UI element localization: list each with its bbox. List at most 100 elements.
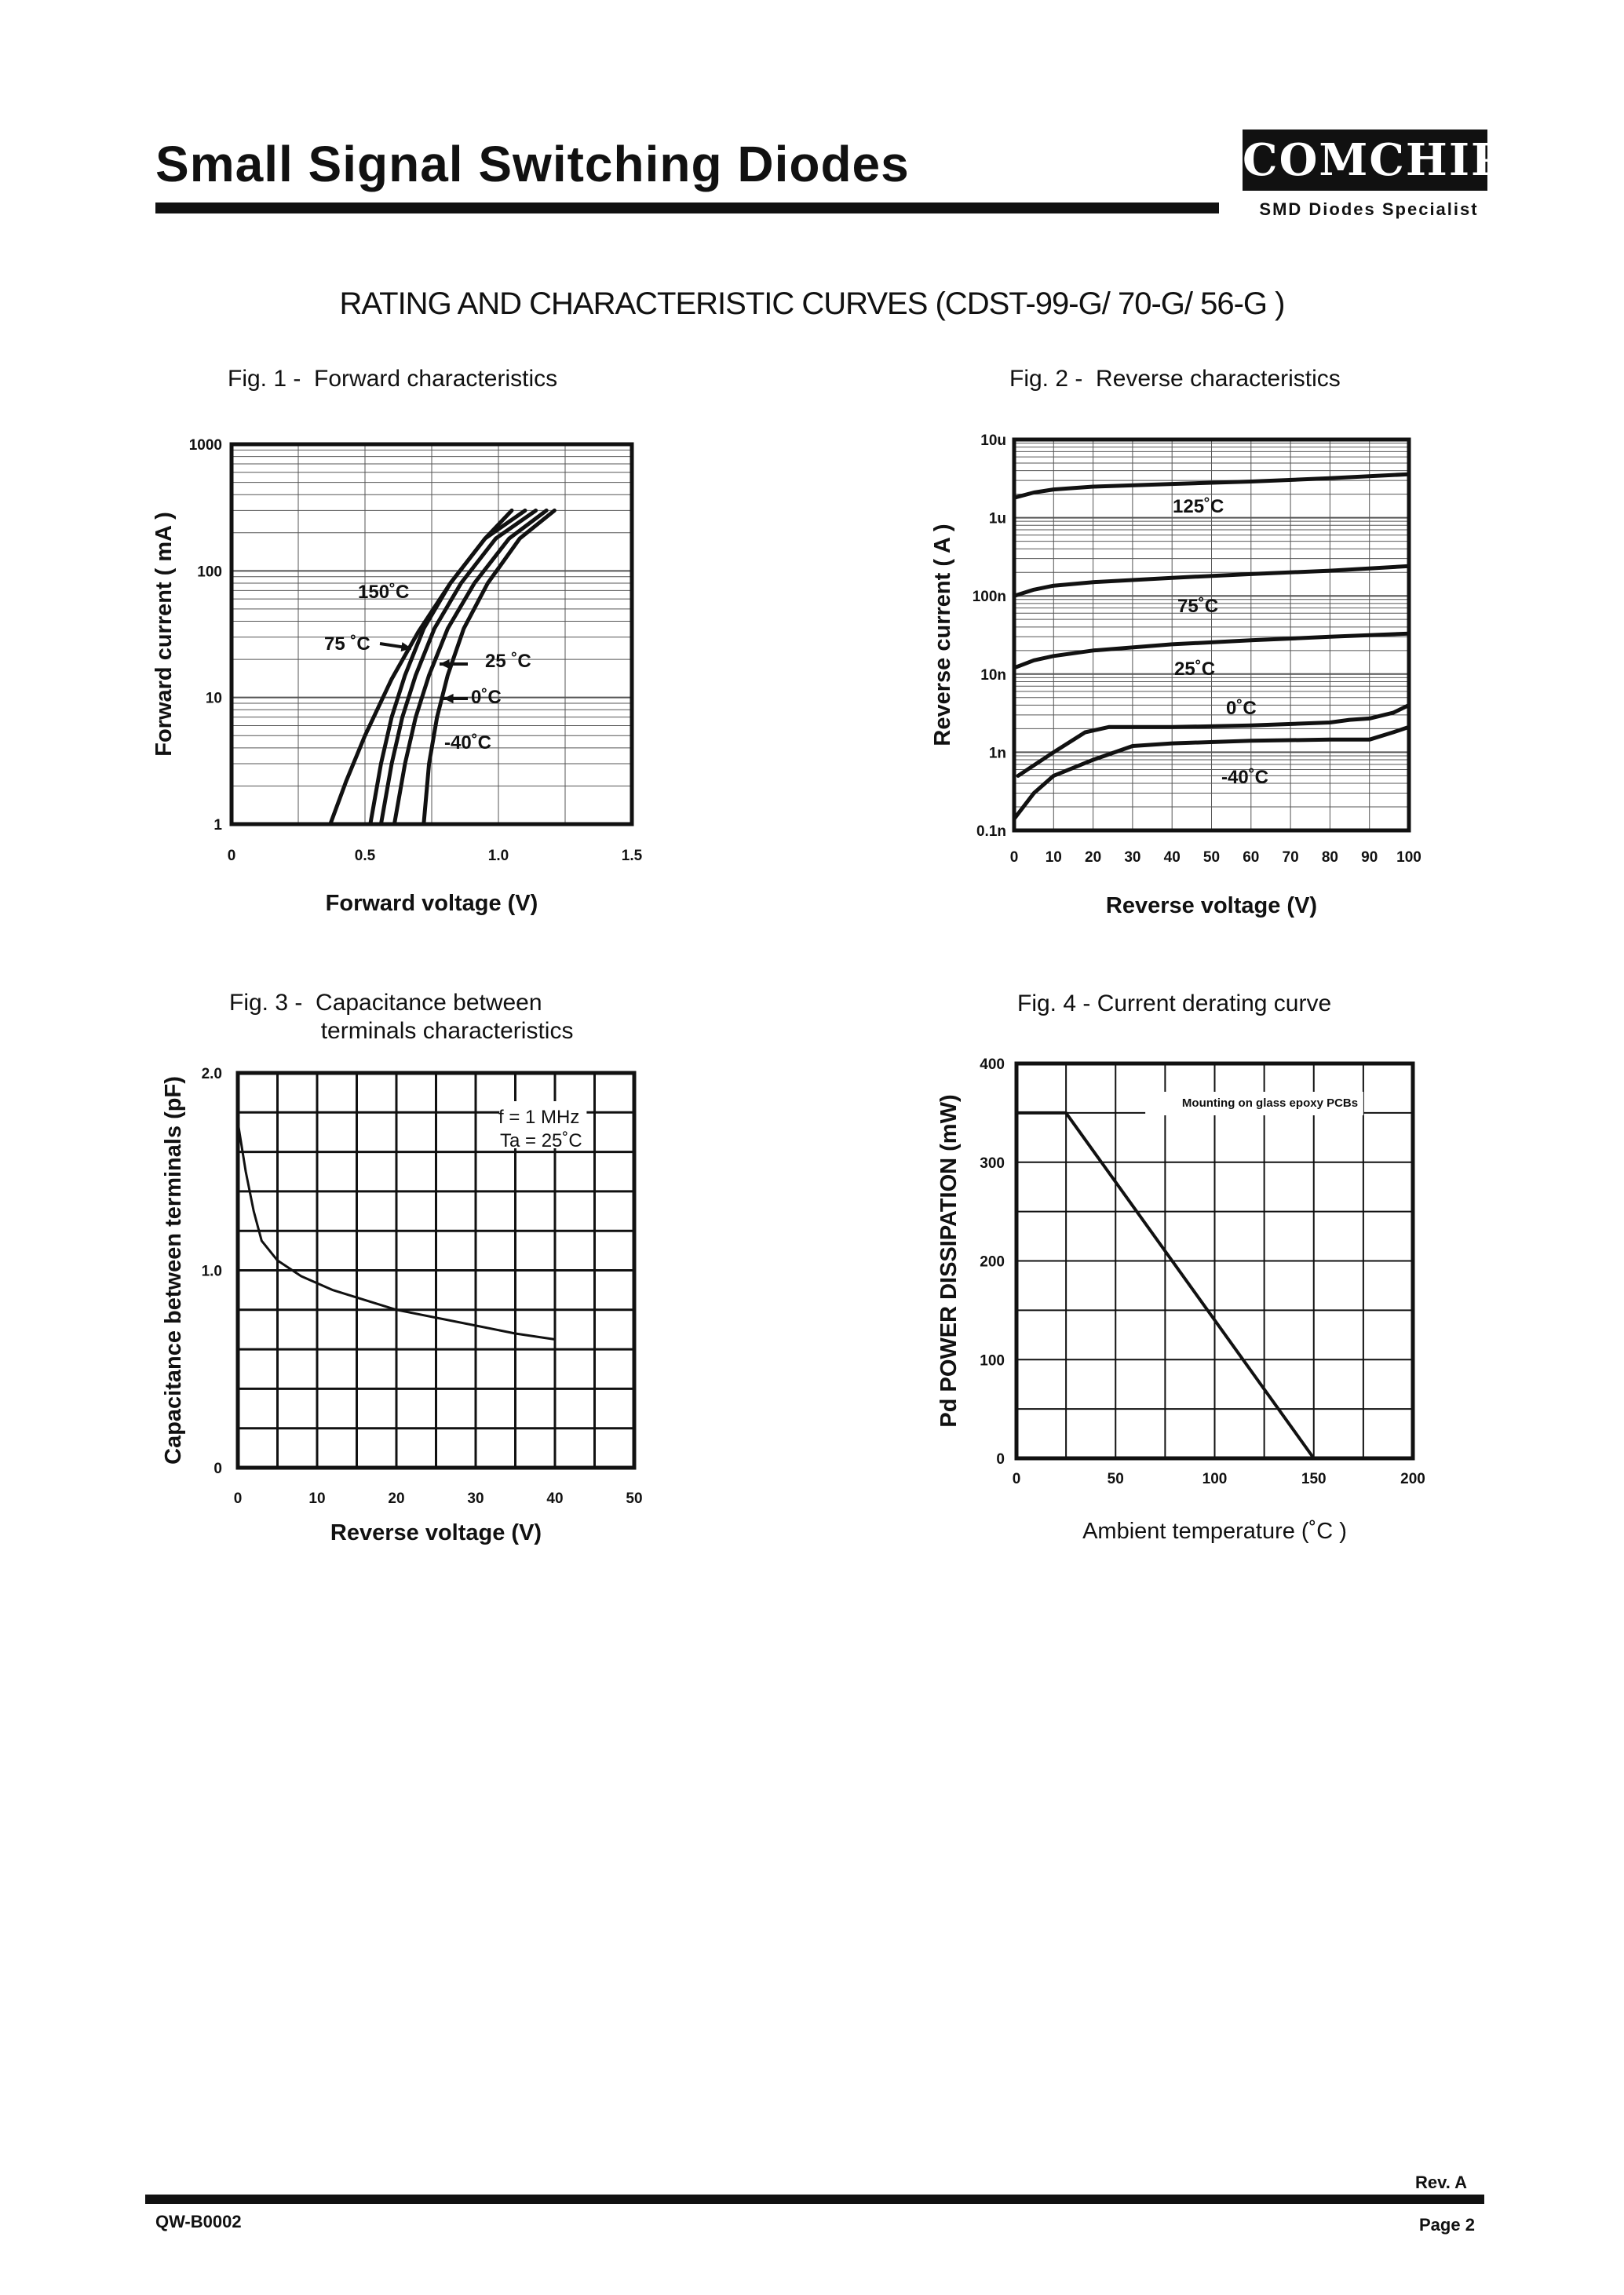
fig3-x-tick: 0: [234, 1490, 243, 1507]
fig4-annotation-bg: [1145, 1092, 1363, 1115]
fig3-frame: [235, 1071, 637, 1470]
fig2-curve-label: 75˚C: [1177, 596, 1218, 617]
fig4-frame: [1014, 1061, 1415, 1461]
fig2-curve-label: 125˚C: [1173, 496, 1224, 517]
fig3-x-tick: 50: [626, 1490, 642, 1507]
fig4-y-axis-title: Pd POWER DISSIPATION (mW): [936, 1094, 962, 1427]
fig1-x-axis-title: Forward voltage (V): [326, 891, 538, 916]
title-rule: [155, 202, 1219, 213]
fig2-y-tick: 10u: [980, 432, 1006, 449]
fig3-curve: [236, 1121, 557, 1341]
fig1-curve-label: 25 ˚C: [485, 651, 531, 672]
fig2-y-tick: 10n: [980, 667, 1006, 684]
fig2-x-tick: 10: [1046, 849, 1062, 866]
fig2-x-axis-title: Reverse voltage (V): [1106, 893, 1317, 918]
fig1-curve-0C: [392, 508, 549, 826]
fig1-chart: 150˚C 75 ˚C 25 ˚C 0˚C -40˚C 0 0.5 1.0 1.5 1 10 100 1…: [151, 437, 643, 916]
fig1-x-tick: 1.0: [488, 848, 509, 864]
footer-rule: [145, 2195, 1484, 2204]
fig2-x-tick: 20: [1085, 849, 1101, 866]
fig1-y-tick: 1000: [189, 437, 222, 454]
fig3-x-tick: 30: [467, 1490, 484, 1507]
fig2-y-tick: 1u: [989, 511, 1006, 527]
fig1-curve-label: -40˚C: [444, 732, 491, 753]
fig2-curve-25C: [1012, 631, 1411, 670]
fig2-x-tick: 50: [1203, 849, 1220, 866]
fig2-x-tick: 60: [1243, 849, 1259, 866]
fig4-caption: Fig. 4 - Current derating curve: [1017, 991, 1332, 1016]
fig2-curve-label: 25˚C: [1174, 659, 1215, 680]
fig1-arrowhead: [440, 659, 450, 670]
doc-code: QW-B0002: [155, 2212, 242, 2231]
fig1-curve-label: 150˚C: [358, 582, 409, 603]
fig1-arrowhead: [443, 693, 454, 704]
fig2-y-tick: 1n: [989, 745, 1006, 761]
fig4-chart: Mounting on glass epoxy PCBs 0 50 100 150 200…: [936, 1056, 1425, 1544]
fig1-y-axis-title: Forward current ( mA ): [151, 512, 177, 757]
fig2-curve-75C: [1012, 564, 1411, 598]
fig2-x-tick: 90: [1361, 849, 1378, 866]
fig4-x-tick: 0: [1013, 1471, 1021, 1487]
fig4-x-tick: 100: [1202, 1471, 1228, 1487]
fig4-y-tick: 100: [980, 1352, 1005, 1369]
fig1-arrowhead: [400, 642, 411, 652]
fig3-y-axis-title: Capacitance between terminals (pF): [161, 1076, 186, 1465]
fig1-caption: Fig. 1 - Forward characteristics: [228, 366, 558, 392]
fig1-y-tick: 10: [206, 691, 222, 707]
fig1-frame: [229, 442, 634, 826]
fig1-curve-75C: [368, 508, 527, 826]
fig3-x-tick: 20: [388, 1490, 404, 1507]
fig2-x-tick: 70: [1283, 849, 1299, 866]
fig4-y-tick: 300: [980, 1155, 1005, 1172]
fig2-y-tick: 100n: [973, 589, 1006, 605]
fig3-x-axis-title: Reverse voltage (V): [330, 1520, 542, 1545]
fig2-x-tick: 40: [1164, 849, 1181, 866]
fig4-y-tick: 400: [980, 1056, 1005, 1073]
fig4-derating-line: [1015, 1111, 1316, 1460]
fig4-x-tick: 50: [1108, 1471, 1124, 1487]
fig2-x-tick: 100: [1396, 849, 1421, 866]
fig1-curve-label: 75 ˚C: [324, 633, 370, 655]
fig2-y-tick: 0.1n: [976, 823, 1006, 840]
fig1-y-tick: 100: [197, 564, 222, 580]
fig3-x-tick: 40: [546, 1490, 563, 1507]
fig4-y-tick: 200: [980, 1254, 1005, 1271]
fig2-x-tick: 30: [1124, 849, 1140, 866]
fig4-y-tick: 0: [996, 1451, 1005, 1468]
fig1-x-tick: 1.5: [622, 848, 643, 864]
fig1-y-tick: 1: [213, 817, 222, 834]
page-number: Page 2: [1419, 2215, 1475, 2235]
fig3-caption: Fig. 3 - Capacitance between terminals c…: [229, 990, 574, 1044]
fig2-x-tick: 80: [1322, 849, 1338, 866]
fig1-curve--40C: [422, 508, 557, 826]
fig1-curve-25C: [378, 508, 538, 826]
fig3-annotation-bg: [499, 1101, 587, 1148]
fig3-y-tick: 2.0: [202, 1066, 222, 1082]
fig3-annotation: Ta = 25˚C: [500, 1130, 582, 1151]
fig2-x-tick: 0: [1010, 849, 1019, 866]
fig2-chart: 125˚C 75˚C 25˚C 0˚C -40˚C 0 10 20 30 40 50 60 70 80 90…: [930, 432, 1421, 918]
fig1-x-tick: 0.5: [355, 848, 376, 864]
fig4-x-tick: 200: [1400, 1471, 1425, 1487]
fig3-x-tick: 10: [308, 1490, 325, 1507]
section-title: RATING AND CHARACTERISTIC CURVES (CDST-9…: [339, 286, 1286, 321]
fig4-x-axis-title: Ambient temperature (˚C ): [1082, 1519, 1347, 1544]
fig2-curve-label: -40˚C: [1221, 767, 1268, 788]
revision-label: Rev. A: [1415, 2173, 1468, 2192]
fig2-curve--40C: [1012, 724, 1411, 821]
fig2-y-axis-title: Reverse current ( A ): [930, 524, 955, 746]
fig1-x-tick: 0: [228, 848, 236, 864]
fig3-annotation: f = 1 MHz: [498, 1107, 579, 1128]
fig4-annotation: Mounting on glass epoxy PCBs: [1182, 1096, 1358, 1110]
company-logo: COMCHIP: [1243, 130, 1504, 191]
fig3-y-tick: 0: [213, 1461, 222, 1477]
fig1-curve-label: 0˚C: [471, 687, 502, 708]
fig2-curve-0C: [1016, 702, 1411, 778]
fig3-y-tick: 1.0: [202, 1264, 222, 1280]
fig2-curve-label: 0˚C: [1226, 698, 1257, 719]
fig4-x-tick: 150: [1301, 1471, 1327, 1487]
company-tagline: SMD Diodes Specialist: [1259, 199, 1479, 219]
fig2-caption: Fig. 2 - Reverse characteristics: [1009, 366, 1341, 392]
